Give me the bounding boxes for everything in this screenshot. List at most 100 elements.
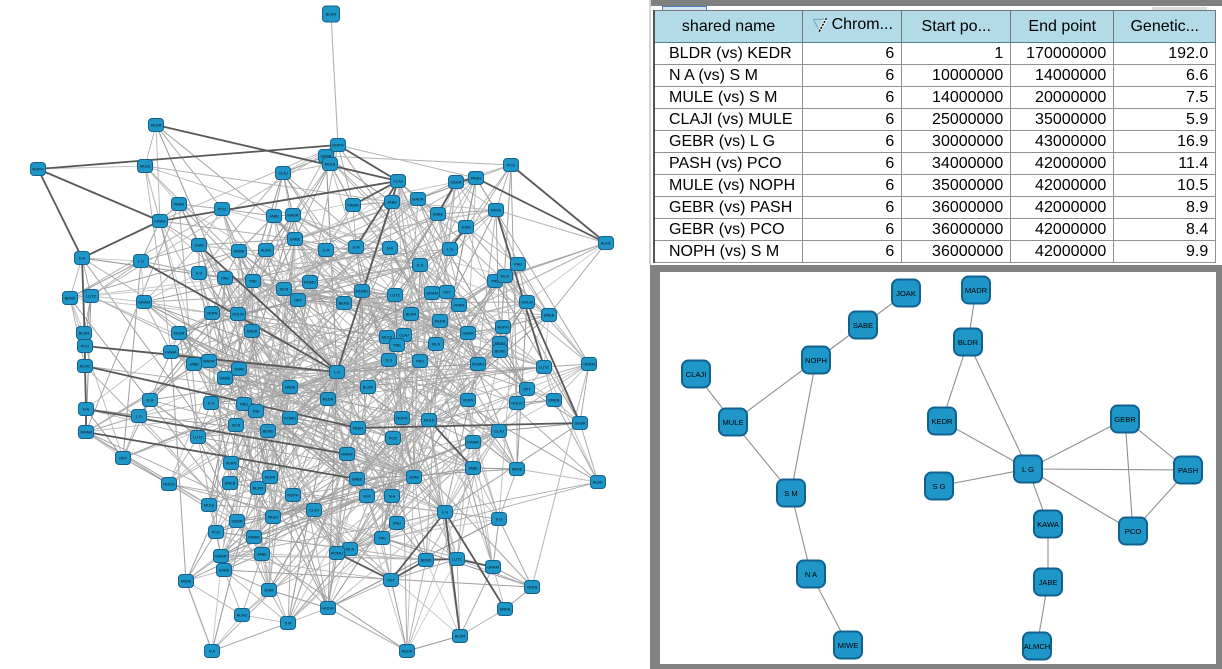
svg-text:PCO: PCO — [389, 436, 397, 441]
svg-text:JOAK: JOAK — [409, 475, 420, 480]
svg-text:GEBR: GEBR — [1114, 415, 1136, 424]
svg-text:VERN: VERN — [463, 398, 474, 403]
svg-text:MIWE: MIWE — [838, 641, 859, 650]
svg-text:BLDR: BLDR — [455, 634, 466, 639]
svg-text:MIWE: MIWE — [234, 249, 245, 254]
svg-text:MULE: MULE — [382, 335, 393, 340]
svg-text:KEDR: KEDR — [151, 123, 162, 128]
svg-text:CLAJI: CLAJI — [686, 370, 707, 379]
svg-text:PAU: PAU — [221, 276, 229, 281]
svg-text:HOLM: HOLM — [521, 300, 532, 305]
svg-text:OKT: OKT — [119, 456, 128, 461]
svg-text:BLDR: BLDR — [253, 486, 264, 491]
svg-text:KAWA: KAWA — [1037, 520, 1060, 529]
svg-text:LUTZ: LUTZ — [193, 435, 203, 440]
svg-text:MULE: MULE — [424, 418, 435, 423]
svg-text:TRE: TRE — [393, 343, 401, 348]
svg-text:N A: N A — [805, 570, 818, 579]
svg-text:KEDR: KEDR — [435, 319, 446, 324]
svg-text:VERN: VERN — [527, 585, 538, 590]
svg-text:GEBR: GEBR — [320, 154, 331, 159]
svg-text:L G: L G — [334, 370, 340, 375]
svg-text:KAWA: KAWA — [347, 203, 359, 208]
svg-text:KEDR: KEDR — [931, 417, 953, 426]
svg-text:PASH: PASH — [471, 176, 481, 181]
svg-text:HOLM: HOLM — [511, 401, 522, 406]
svg-text:OKT: OKT — [387, 578, 396, 583]
svg-text:JABE: JABE — [387, 200, 397, 205]
svg-text:S G: S G — [932, 482, 945, 491]
svg-text:HOLM: HOLM — [322, 606, 333, 611]
svg-text:MADR: MADR — [412, 197, 424, 202]
svg-text:BEND: BEND — [339, 301, 350, 306]
svg-text:PASH: PASH — [495, 341, 505, 346]
svg-text:L G: L G — [442, 510, 448, 515]
svg-text:DREB: DREB — [500, 607, 511, 612]
svg-text:S G: S G — [386, 358, 393, 363]
svg-text:JABE: JABE — [468, 466, 478, 471]
svg-text:ROMU: ROMU — [331, 551, 343, 556]
svg-text:PCO: PCO — [212, 530, 220, 535]
svg-text:GEBR: GEBR — [462, 331, 473, 336]
svg-text:MIWE: MIWE — [285, 385, 296, 390]
svg-text:PCO: PCO — [1125, 527, 1142, 536]
svg-text:PAU: PAU — [393, 521, 401, 526]
svg-text:MIWE: MIWE — [491, 208, 502, 213]
svg-text:SABE: SABE — [853, 321, 873, 330]
svg-text:S M: S M — [285, 621, 292, 626]
svg-text:SABE: SABE — [352, 477, 363, 482]
svg-text:TRE: TRE — [249, 279, 257, 284]
svg-text:MADR: MADR — [341, 452, 353, 457]
svg-text:JABE: JABE — [1039, 578, 1058, 587]
svg-text:JOAK: JOAK — [896, 289, 916, 298]
svg-text:L G: L G — [447, 247, 453, 252]
svg-text:MULE: MULE — [325, 162, 336, 167]
svg-text:L G: L G — [1022, 465, 1034, 474]
svg-text:JABE: JABE — [269, 214, 279, 219]
svg-text:MADR: MADR — [215, 554, 227, 559]
svg-text:HOLM: HOLM — [232, 312, 243, 317]
svg-text:KEDR: KEDR — [174, 331, 185, 336]
svg-text:PASH: PASH — [174, 202, 184, 207]
svg-text:TRE: TRE — [252, 409, 260, 414]
svg-text:SABE: SABE — [219, 568, 230, 573]
svg-text:N A: N A — [389, 494, 396, 499]
svg-text:JOAK: JOAK — [194, 243, 205, 248]
svg-text:CLAJ: CLAJ — [309, 508, 319, 513]
svg-text:ALMC: ALMC — [237, 613, 248, 618]
svg-text:TRE: TRE — [378, 536, 386, 541]
svg-text:KILN: KILN — [346, 547, 355, 552]
svg-text:HOLM: HOLM — [163, 482, 174, 487]
svg-text:GRAM: GRAM — [487, 565, 499, 570]
svg-text:MIWE: MIWE — [512, 467, 523, 472]
svg-text:DREB: DREB — [549, 398, 560, 403]
svg-text:BEND: BEND — [495, 349, 506, 354]
svg-text:NOPH: NOPH — [287, 493, 298, 498]
svg-text:KILN: KILN — [232, 423, 241, 428]
svg-text:L G: L G — [136, 414, 142, 419]
svg-text:DREB: DREB — [544, 313, 555, 318]
svg-text:JOAK: JOAK — [461, 225, 472, 230]
svg-text:KAWA: KAWA — [154, 219, 166, 224]
svg-text:BEND: BEND — [65, 296, 76, 301]
svg-text:N A: N A — [387, 246, 394, 251]
svg-text:BLDR: BLDR — [79, 331, 90, 336]
svg-text:KILN: KILN — [501, 274, 510, 279]
svg-text:GEBR: GEBR — [574, 421, 585, 426]
svg-text:NOPH: NOPH — [396, 416, 407, 421]
svg-text:SABE: SABE — [433, 212, 444, 217]
svg-text:ALMCH: ALMCH — [1024, 642, 1051, 651]
svg-text:PASH: PASH — [268, 515, 278, 520]
svg-text:CLAJ: CLAJ — [399, 333, 409, 338]
svg-text:N A: N A — [209, 649, 216, 654]
svg-text:KEDR: KEDR — [402, 649, 413, 654]
svg-text:ALMC: ALMC — [80, 364, 91, 369]
svg-text:KAWA: KAWA — [248, 535, 260, 540]
svg-text:KEDR: KEDR — [323, 397, 334, 402]
svg-text:KAWA: KAWA — [467, 440, 479, 445]
svg-text:S M: S M — [784, 489, 798, 498]
svg-text:ALMC: ALMC — [261, 248, 272, 253]
svg-text:OKT: OKT — [294, 298, 303, 303]
svg-text:PCO: PCO — [218, 207, 226, 212]
svg-text:PAU: PAU — [240, 402, 248, 407]
